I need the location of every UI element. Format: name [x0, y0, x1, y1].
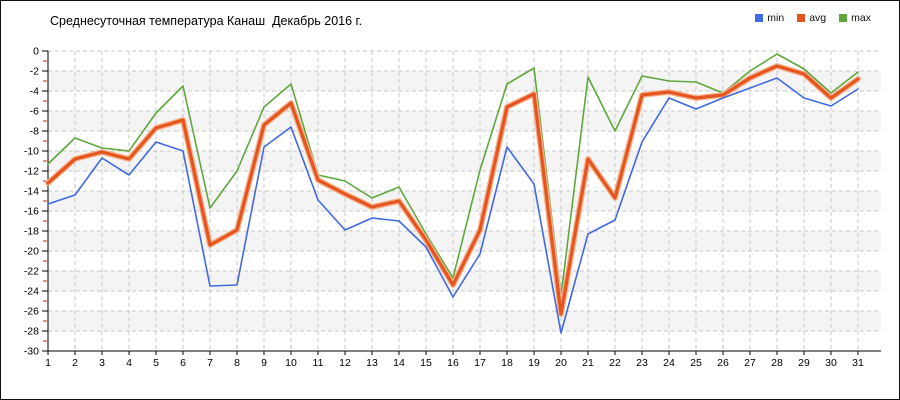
svg-text:18: 18	[501, 357, 513, 369]
svg-text:11: 11	[313, 357, 324, 369]
avg-line	[45, 63, 861, 317]
x-ticks-and-labels: 1 2 3 4 5 6 7 8 9 10 11 12 13 14 15 16 17 18 19 20 21 22 23 24 2…	[45, 351, 864, 369]
svg-text:-16: -16	[24, 206, 39, 218]
max-series-swatch	[839, 14, 848, 22]
x-gridlines	[47, 51, 859, 351]
legend-label-avg: avg	[809, 12, 827, 24]
y-minor-ticks	[43, 60, 47, 342]
svg-text:4: 4	[126, 357, 132, 369]
svg-text:6: 6	[180, 357, 186, 369]
svg-text:21: 21	[582, 357, 594, 369]
svg-text:10: 10	[285, 357, 297, 369]
svg-text:-28: -28	[24, 326, 39, 338]
svg-text:23: 23	[636, 357, 648, 369]
avg-series-swatch	[797, 14, 806, 22]
legend-item-min: min	[755, 12, 784, 24]
legend-item-avg: avg	[797, 12, 826, 24]
svg-text:24: 24	[663, 357, 675, 369]
svg-text:-26: -26	[24, 306, 39, 318]
chart-title: Среднесуточная температура Канаш Декабрь…	[50, 14, 363, 28]
svg-text:-8: -8	[30, 126, 39, 138]
svg-text:-10: -10	[24, 146, 39, 158]
svg-text:8: 8	[234, 357, 240, 369]
svg-text:-22: -22	[24, 266, 39, 278]
svg-text:-30: -30	[24, 346, 39, 358]
svg-text:30: 30	[825, 357, 837, 369]
legend-label-min: min	[767, 12, 785, 24]
svg-text:-12: -12	[24, 166, 39, 178]
svg-text:19: 19	[528, 357, 540, 369]
svg-text:20: 20	[555, 357, 567, 369]
legend-label-max: max	[851, 12, 871, 24]
svg-text:1: 1	[45, 357, 51, 369]
chart-legend: min avg max	[755, 12, 871, 24]
svg-text:13: 13	[366, 357, 378, 369]
svg-text:-18: -18	[24, 226, 39, 238]
svg-text:-14: -14	[24, 186, 39, 198]
svg-text:26: 26	[717, 357, 729, 369]
plot-bands	[48, 51, 881, 351]
svg-text:25: 25	[690, 357, 702, 369]
svg-text:27: 27	[744, 357, 756, 369]
svg-text:-20: -20	[24, 246, 39, 258]
min-line	[47, 77, 859, 334]
svg-text:3: 3	[99, 357, 105, 369]
svg-text:0: 0	[33, 46, 39, 58]
svg-text:-24: -24	[24, 286, 39, 298]
svg-text:2: 2	[72, 357, 78, 369]
svg-text:14: 14	[393, 357, 405, 369]
svg-text:12: 12	[339, 357, 351, 369]
svg-text:29: 29	[798, 357, 810, 369]
svg-text:7: 7	[207, 357, 213, 369]
svg-text:17: 17	[474, 357, 486, 369]
svg-text:-6: -6	[30, 106, 39, 118]
svg-text:22: 22	[609, 357, 621, 369]
axes	[47, 51, 881, 352]
svg-text:-4: -4	[30, 86, 39, 98]
svg-text:31: 31	[852, 357, 864, 369]
svg-text:5: 5	[153, 357, 159, 369]
svg-text:-2: -2	[30, 66, 39, 78]
svg-text:16: 16	[447, 357, 459, 369]
svg-text:28: 28	[771, 357, 783, 369]
min-series-swatch	[755, 14, 764, 22]
svg-text:9: 9	[261, 357, 267, 369]
legend-item-max: max	[839, 12, 871, 24]
y-ticks-and-labels: 0 -2 -4 -6 -8 -10 -12 -14 -16 -18 -20 -22 -24 -26 -28 -…	[24, 46, 48, 358]
svg-text:15: 15	[420, 357, 432, 369]
